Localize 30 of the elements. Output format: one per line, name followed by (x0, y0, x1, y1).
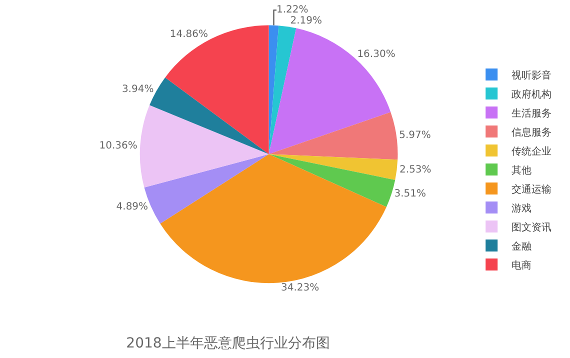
pie-slice (268, 112, 398, 160)
data-label: 4.89% (116, 202, 148, 213)
data-label: 5.97% (399, 130, 431, 141)
legend-label: 电商 (512, 259, 532, 272)
legend-label: 信息服务 (512, 126, 552, 138)
data-label: 3.51% (394, 188, 426, 200)
pie-slice (140, 105, 269, 188)
text: 2018上半年恶意爬虫行业分布图 (126, 335, 330, 352)
pie-slice (268, 26, 296, 154)
data-label: 2.19% (290, 16, 322, 27)
pie-slice (268, 154, 396, 207)
data-label: 2.53% (400, 164, 432, 176)
data-label: 1.22% (276, 4, 308, 16)
data-label: 34.23% (280, 282, 320, 294)
data-label: 3.94% (122, 84, 154, 96)
legend-label: 交通运输 (512, 183, 552, 196)
legend-label: 金融 (512, 240, 532, 252)
legend-label: 图文资讯 (512, 221, 552, 234)
pie-slice (160, 154, 386, 284)
pie-slice (165, 25, 269, 154)
data-label: 10.36% (99, 140, 138, 152)
legend-label: 生活服务 (512, 107, 552, 120)
pie-slice (268, 154, 398, 180)
data-label: 14.86% (170, 29, 208, 40)
legend-label: 游戏 (512, 202, 532, 214)
legend-label: 视听影音 (512, 69, 552, 82)
legend-label: 政府机构 (512, 88, 552, 100)
legend-label: 传统企业 (512, 145, 552, 158)
data-label: 16.30% (357, 49, 396, 60)
legend-label: 其他 (512, 164, 532, 176)
